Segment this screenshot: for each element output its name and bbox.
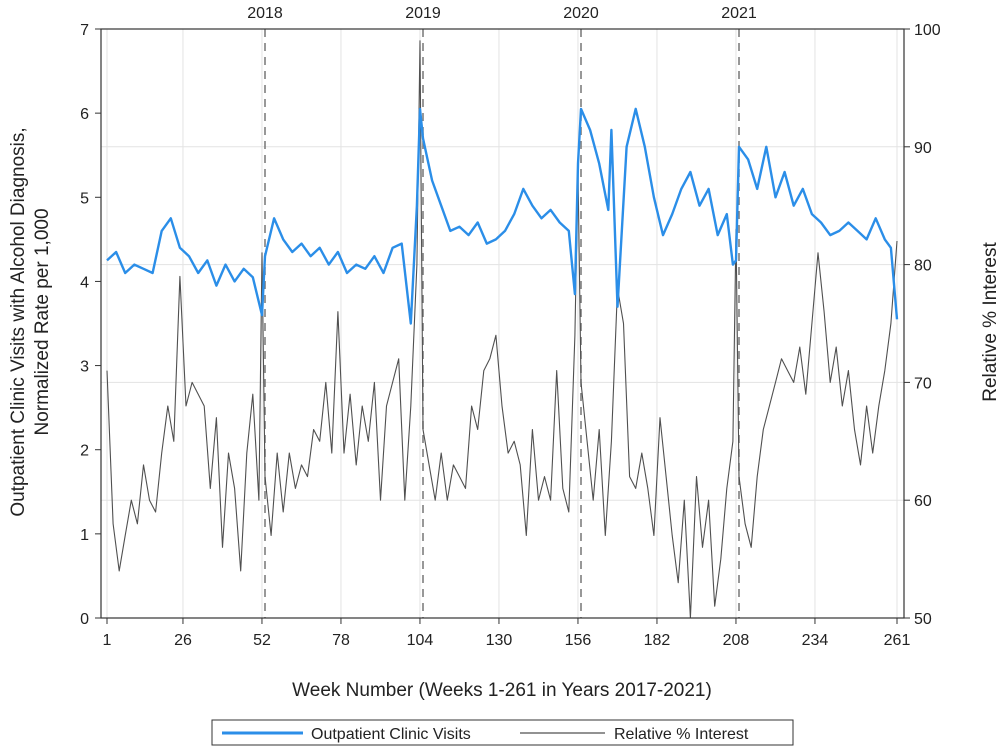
plot-background — [101, 29, 904, 618]
x-tick-label: 208 — [723, 632, 750, 649]
series-layer — [106, 40, 899, 619]
legend-label-interest: Relative % Interest — [614, 726, 749, 743]
y-right-tick-label: 70 — [914, 375, 932, 392]
y-axis-right: 50 60 70 80 90 100 — [904, 22, 941, 628]
legend-box — [211, 719, 794, 746]
y-left-tick-label: 4 — [80, 274, 89, 291]
year-label: 2018 — [247, 5, 283, 22]
y-right-tick-label: 60 — [914, 493, 932, 510]
x-axis: 1 26 52 78 104 130 156 182 208 234 261 — [103, 618, 911, 649]
series-line-outpatient-visits — [106, 107, 899, 325]
y-left-tick-label: 6 — [80, 106, 89, 123]
y-axis-right-title: Relative % Interest — [980, 242, 1000, 402]
legend-label-outpatient: Outpatient Clinic Visits — [311, 726, 471, 743]
grid-lines — [101, 28, 904, 619]
y-right-tick-label: 80 — [914, 258, 932, 275]
x-tick-label: 104 — [407, 632, 434, 649]
x-tick-label: 26 — [174, 632, 192, 649]
series-line-relative-interest — [106, 40, 898, 619]
x-tick-label: 182 — [644, 632, 671, 649]
y-axis-left-title: Outpatient Clinic Visits with Alcohol Di… — [8, 127, 53, 516]
legend: Outpatient Clinic Visits Relative % Inte… — [211, 719, 794, 746]
y-axis-left-title-line-2: Normalized Rate per 1,000 — [32, 208, 53, 435]
x-tick-label: 130 — [486, 632, 513, 649]
y-left-tick-label: 1 — [80, 527, 89, 544]
year-label: 2021 — [721, 5, 757, 22]
y-axis-left: 0 1 2 3 4 5 6 7 — [80, 22, 101, 628]
x-tick-label: 52 — [253, 632, 271, 649]
y-right-tick-label: 100 — [914, 22, 941, 39]
x-tick-label: 156 — [565, 632, 592, 649]
x-tick-label: 234 — [802, 632, 829, 649]
y-left-tick-label: 5 — [80, 190, 89, 207]
y-left-tick-label: 3 — [80, 359, 89, 376]
y-right-tick-label: 90 — [914, 140, 932, 157]
year-label: 2019 — [405, 5, 441, 22]
y-left-tick-label: 0 — [80, 611, 89, 628]
year-label: 2020 — [563, 5, 599, 22]
x-axis-title: Week Number (Weeks 1-261 in Years 2017-2… — [292, 680, 712, 701]
plot-frame — [100, 28, 905, 619]
x-tick-label: 78 — [332, 632, 350, 649]
y-right-tick-label: 50 — [914, 611, 932, 628]
y-axis-left-title-line-1: Outpatient Clinic Visits with Alcohol Di… — [8, 127, 29, 516]
x-tick-label: 261 — [884, 632, 911, 649]
y-left-tick-label: 7 — [80, 22, 89, 39]
x-tick-label: 1 — [103, 632, 112, 649]
y-left-tick-label: 2 — [80, 443, 89, 460]
